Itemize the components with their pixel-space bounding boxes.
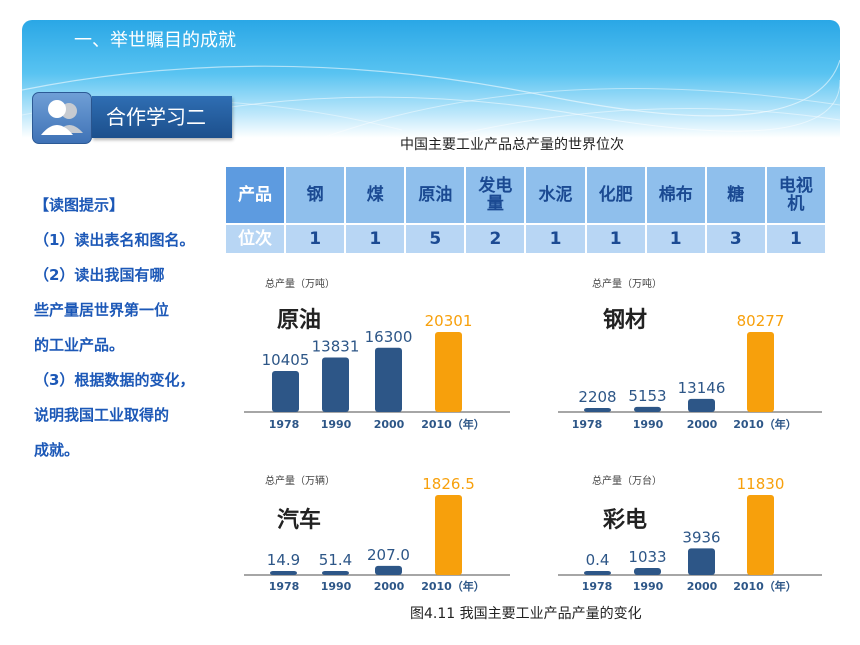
tick-label: 2010（年） <box>733 579 797 593</box>
product-cell: 糖 <box>706 167 765 223</box>
product-row: 产品 钢 煤 原油 发电量 水泥 化肥 棉布 糖 电视机 <box>226 167 825 223</box>
product-cell: 水泥 <box>526 167 585 223</box>
users-icon <box>32 92 92 144</box>
product-cell: 原油 <box>406 167 465 223</box>
row-header-rank: 位次 <box>226 225 285 253</box>
bar <box>375 565 402 575</box>
rank-cell: 1 <box>346 225 405 253</box>
product-cell: 化肥 <box>586 167 645 223</box>
data-label: 2208 <box>578 388 616 406</box>
chart-title: 汽车 <box>277 507 321 533</box>
bar <box>272 370 299 412</box>
rank-cell: 1 <box>586 225 645 253</box>
rank-row: 位次 1 1 5 2 1 1 1 3 1 <box>226 225 825 253</box>
rank-cell: 1 <box>526 225 585 253</box>
data-label: 14.9 <box>267 551 300 569</box>
bar <box>322 357 349 412</box>
tips-heading: 【读图提示】 <box>34 196 125 214</box>
page-title: 一、举世瞩目的成就 <box>74 30 236 51</box>
bar <box>584 571 611 575</box>
tick-label: 1978 <box>269 418 300 431</box>
tips-line: 些产量居世界第一位 <box>34 301 170 319</box>
data-label: 80277 <box>737 312 785 330</box>
data-label: 10405 <box>262 351 310 369</box>
chart-title: 原油 <box>277 308 321 333</box>
data-label: 3936 <box>682 528 720 546</box>
bar <box>634 568 661 575</box>
tick-label: 1978 <box>269 580 300 593</box>
bar <box>747 332 774 412</box>
rank-cell: 5 <box>406 225 465 253</box>
tick-label: 2000 <box>687 418 718 431</box>
tips-line: 的工业产品。 <box>34 336 125 354</box>
tick-label: 1990 <box>633 580 664 593</box>
bar <box>322 571 349 575</box>
rank-cell: 2 <box>466 225 525 253</box>
data-label: 11830 <box>737 475 785 493</box>
table-title: 中国主要工业产品总产量的世界位次 <box>400 137 624 153</box>
product-cell: 发电量 <box>466 167 525 223</box>
row-header-product: 产品 <box>226 167 285 223</box>
chart-title: 钢材 <box>603 307 647 333</box>
data-label: 51.4 <box>319 551 352 569</box>
bar <box>435 495 462 575</box>
data-label: 207.0 <box>367 546 410 564</box>
section-badge: 合作学习二 <box>32 92 232 144</box>
data-label: 20301 <box>425 312 473 330</box>
axis-label: 总产量（万吨） <box>265 277 335 290</box>
product-cell: 煤 <box>346 167 405 223</box>
rank-cell: 1 <box>646 225 705 253</box>
axis-label: 总产量（万台） <box>592 474 662 487</box>
bar <box>634 406 661 412</box>
tick-label: 1990 <box>633 418 664 431</box>
bar <box>270 571 297 575</box>
tick-label: 2010（年） <box>421 417 485 431</box>
tick-label: 2000 <box>374 418 405 431</box>
bar <box>375 347 402 412</box>
bar <box>584 408 611 412</box>
axis-label: 总产量（万吨） <box>592 277 662 290</box>
data-label: 13831 <box>312 337 360 355</box>
product-cell: 棉布 <box>646 167 705 223</box>
tips-line: 说明我国工业取得的 <box>34 406 170 424</box>
tick-label: 2010（年） <box>421 579 485 593</box>
data-label: 0.4 <box>586 551 610 569</box>
tick-label: 1990 <box>321 418 352 431</box>
tips-line: 成就。 <box>34 441 80 459</box>
data-label: 16300 <box>365 328 413 346</box>
tips-line: （2）读出我国有哪 <box>34 266 165 284</box>
tick-label: 2000 <box>374 580 405 593</box>
tips-line: （3）根据数据的变化， <box>34 371 195 389</box>
product-cell: 钢 <box>286 167 345 223</box>
reading-tips: 【读图提示】 （1）读出表名和图名。 （2）读出我国有哪 些产量居世界第一位 的… <box>34 188 234 468</box>
tick-label: 2000 <box>687 580 718 593</box>
data-label: 5153 <box>628 387 666 405</box>
bar <box>435 332 462 412</box>
bar <box>688 398 715 412</box>
badge-label: 合作学习二 <box>92 96 232 138</box>
figure-caption: 图4.11 我国主要工业产品产量的变化 <box>410 606 642 622</box>
rank-cell: 1 <box>286 225 345 253</box>
product-cell: 电视机 <box>766 167 825 223</box>
chart-title: 彩电 <box>602 508 647 533</box>
tick-label: 2010（年） <box>733 417 797 431</box>
tick-label: 1990 <box>321 580 352 593</box>
rank-cell: 1 <box>766 225 825 253</box>
data-label: 1033 <box>628 548 666 566</box>
data-label: 13146 <box>678 379 726 397</box>
rank-table: 产品 钢 煤 原油 发电量 水泥 化肥 棉布 糖 电视机 位次 1 1 5 2 … <box>224 165 827 255</box>
axis-label: 总产量（万辆） <box>265 474 335 487</box>
bar <box>747 495 774 575</box>
data-label: 1826.5 <box>422 475 475 493</box>
tick-label: 1978 <box>572 418 603 431</box>
rank-cell: 3 <box>706 225 765 253</box>
tips-line: （1）读出表名和图名。 <box>34 231 195 249</box>
tick-label: 1978 <box>582 580 613 593</box>
bar <box>688 548 715 575</box>
